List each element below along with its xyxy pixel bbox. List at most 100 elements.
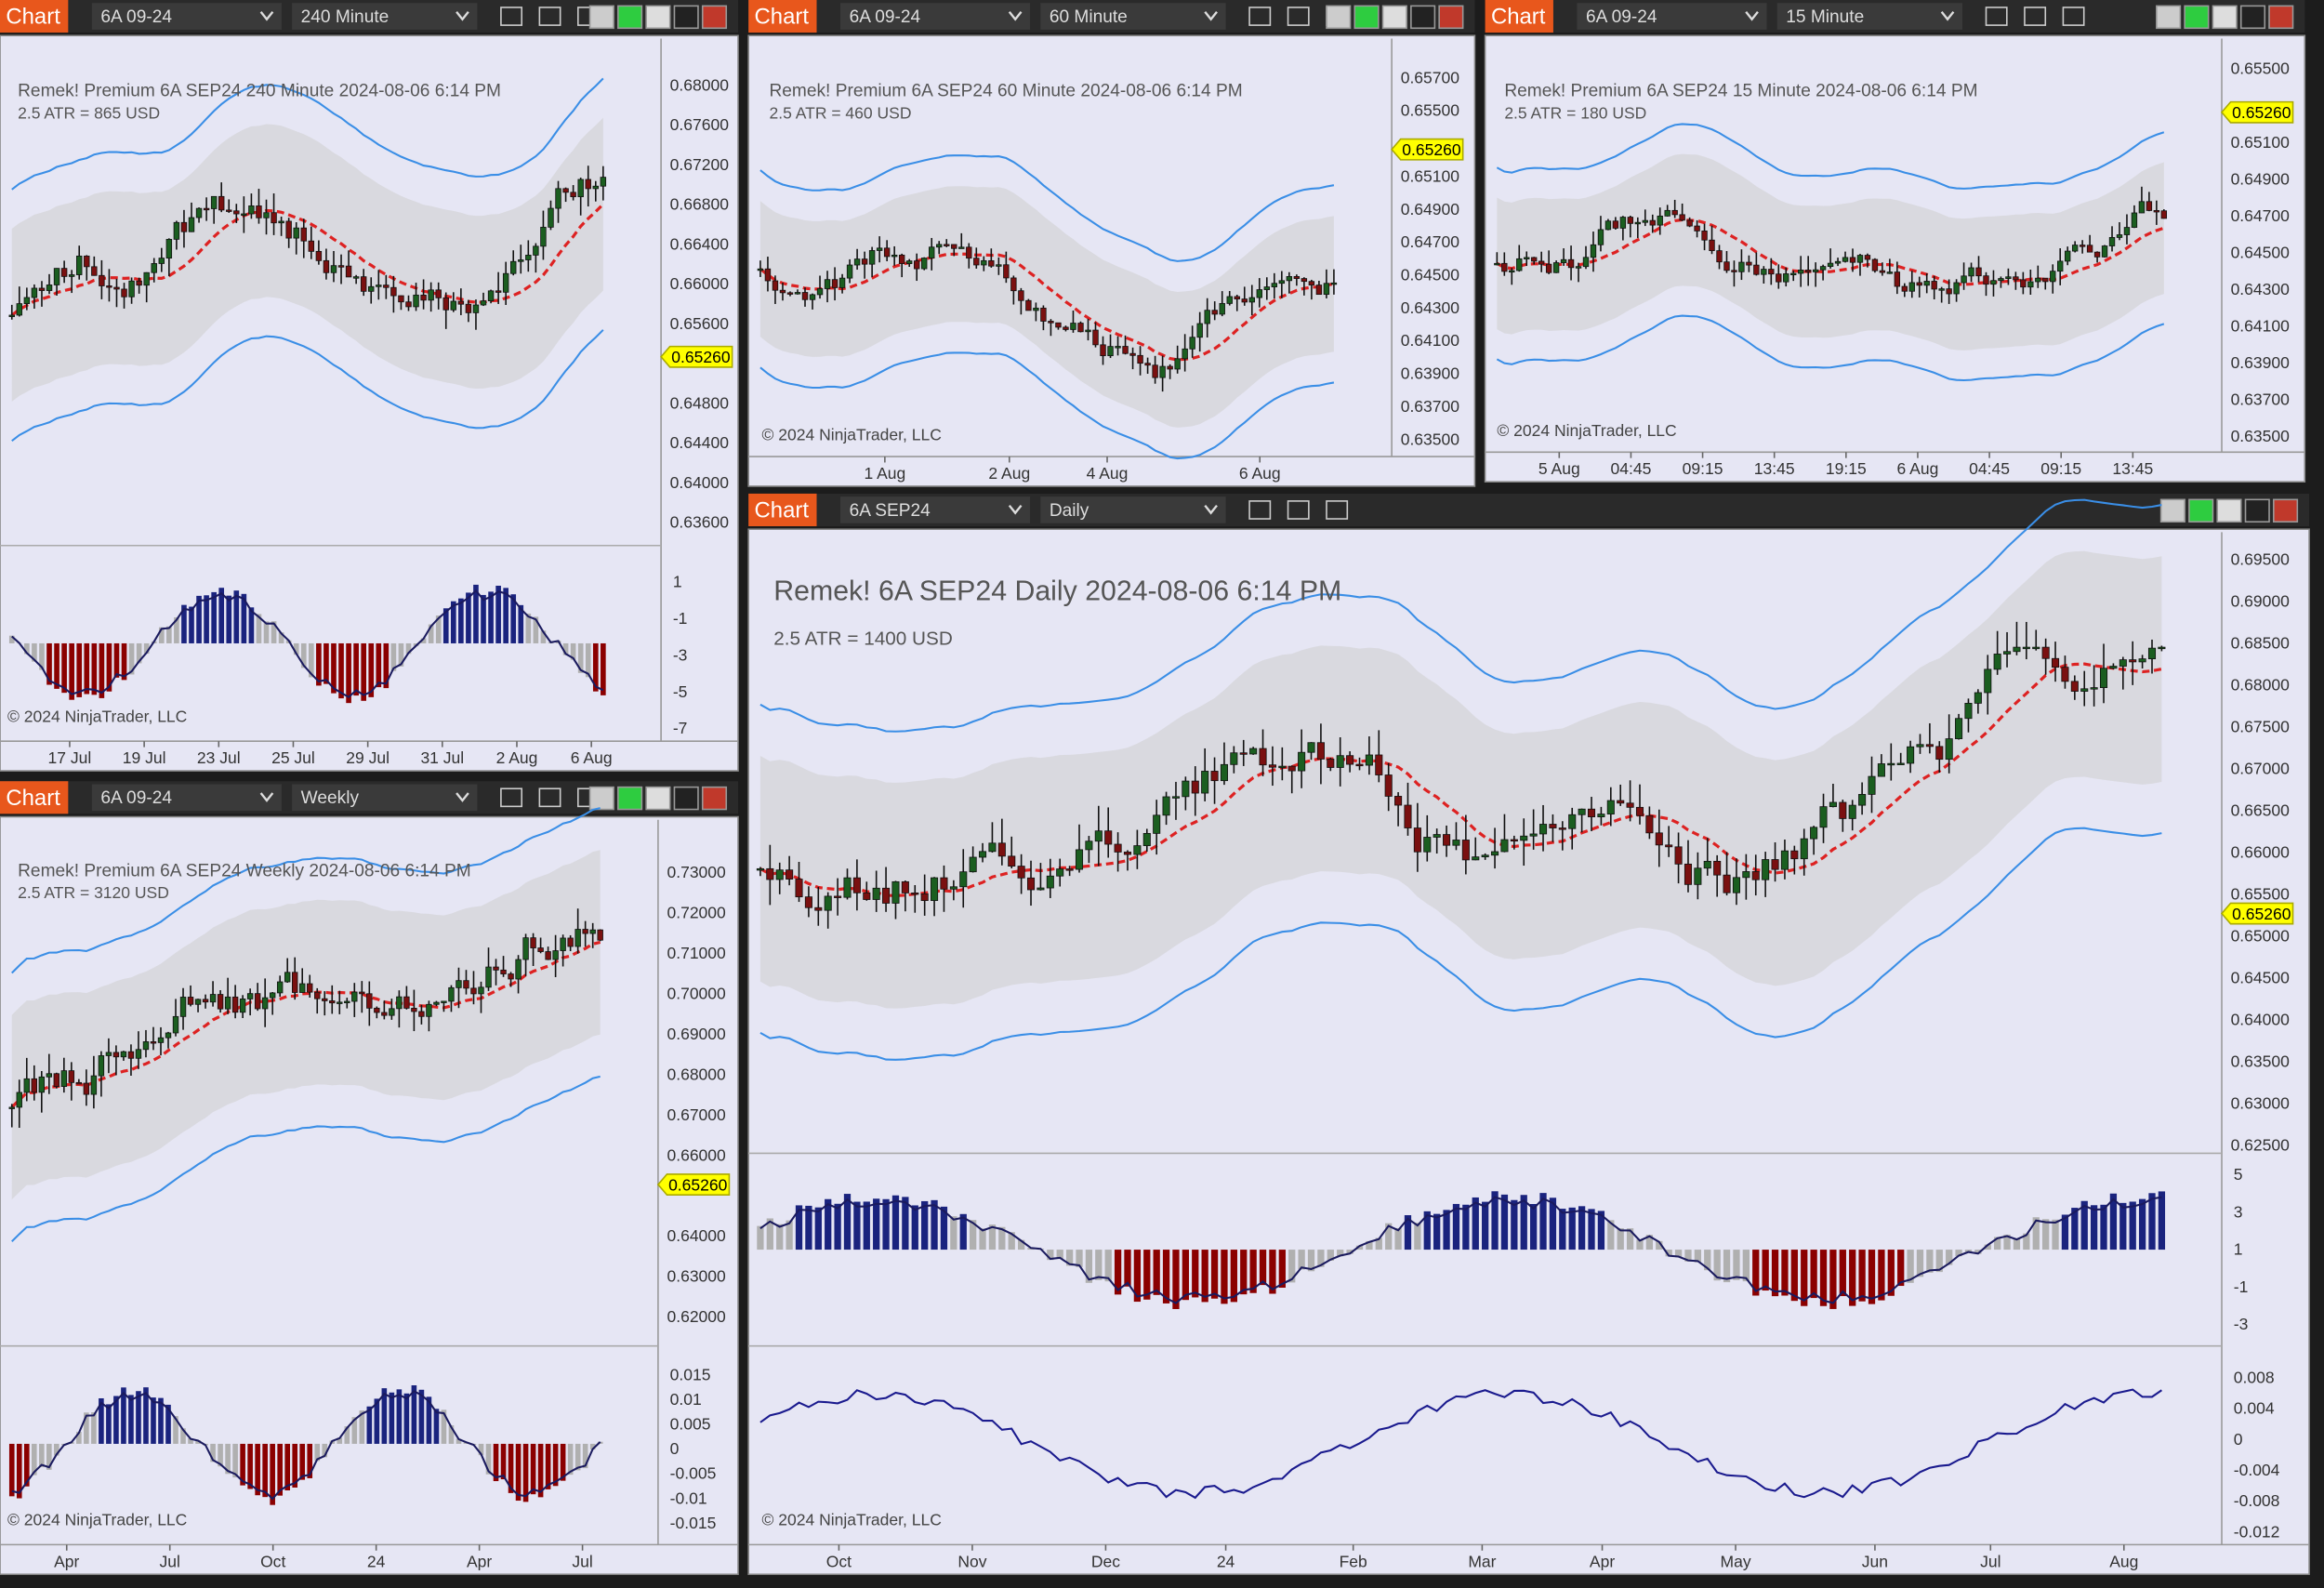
histogram-bar xyxy=(1511,1200,1517,1250)
instrument-label[interactable]: 6A SEP24 xyxy=(850,501,931,521)
instrument-label[interactable]: 6A 09-24 xyxy=(1586,7,1657,27)
histogram-bar xyxy=(1810,1250,1816,1298)
window-button[interactable] xyxy=(618,787,642,810)
candle-body xyxy=(1472,857,1479,860)
histogram-bar xyxy=(2139,1199,2146,1250)
window-button[interactable] xyxy=(646,787,670,810)
candle-body xyxy=(869,250,875,264)
window-button[interactable] xyxy=(646,6,670,28)
chart-tab-label[interactable]: Chart xyxy=(755,497,810,523)
candle-body xyxy=(593,186,599,189)
chart-tab-label[interactable]: Chart xyxy=(6,5,60,30)
window-button[interactable] xyxy=(1354,6,1379,28)
candle-body xyxy=(2042,647,2049,658)
candle-body xyxy=(128,1052,134,1058)
oscillator-label: -0.008 xyxy=(2234,1491,2280,1510)
candle-body xyxy=(99,1055,104,1076)
chart-tab-label[interactable]: Chart xyxy=(6,786,60,811)
window-button[interactable] xyxy=(2274,499,2298,522)
candle-body xyxy=(2094,252,2100,257)
instrument-label[interactable]: 6A 09-24 xyxy=(100,788,172,808)
histogram-bar xyxy=(264,621,270,643)
candle-body xyxy=(137,281,142,285)
timeframe-label[interactable]: 15 Minute xyxy=(1786,7,1864,27)
candle-body xyxy=(1182,781,1189,797)
candle-body xyxy=(825,896,831,910)
candle-body xyxy=(1687,220,1693,226)
window-button[interactable] xyxy=(2241,6,2265,28)
candle-body xyxy=(2052,658,2058,667)
histogram-bar xyxy=(204,595,209,643)
candle-body xyxy=(825,280,830,289)
timeframe-label[interactable]: Daily xyxy=(1050,501,1089,521)
candle-body xyxy=(32,288,37,298)
histogram-bar xyxy=(853,1202,860,1251)
candle-body xyxy=(1946,739,1952,760)
toolbar: Chart 6A 09-24 Weekly xyxy=(0,781,738,814)
chart-tab-label[interactable]: Chart xyxy=(755,5,810,30)
candle-body xyxy=(391,287,397,296)
instrument-label[interactable]: 6A 09-24 xyxy=(100,7,172,27)
oscillator-label: 0.008 xyxy=(2234,1369,2275,1387)
candle-body xyxy=(464,981,469,988)
candle-body xyxy=(1145,364,1151,365)
window-button[interactable] xyxy=(2217,499,2241,522)
candle-body xyxy=(1723,875,1730,893)
candle-body xyxy=(772,281,778,290)
candle-body xyxy=(1888,763,1895,765)
window-button[interactable] xyxy=(703,6,727,28)
window-button[interactable] xyxy=(1327,6,1351,28)
candle-body xyxy=(1849,805,1855,818)
candle-body xyxy=(786,870,792,880)
window-button[interactable] xyxy=(674,6,698,28)
window-button[interactable] xyxy=(2212,6,2237,28)
candle-body xyxy=(586,179,591,189)
window-button[interactable] xyxy=(2161,499,2185,522)
candle-body xyxy=(1495,263,1500,265)
histogram-bar xyxy=(601,643,606,695)
time-label: 09:15 xyxy=(1683,459,1723,478)
window-button[interactable] xyxy=(590,787,614,810)
window-button[interactable] xyxy=(2157,6,2181,28)
window-button[interactable] xyxy=(2185,6,2209,28)
histogram-bar xyxy=(262,1444,268,1497)
price-label: 0.62000 xyxy=(667,1307,726,1326)
histogram-bar xyxy=(1926,1250,1933,1273)
atr-label: 2.5 ATR = 460 USD xyxy=(769,104,911,123)
window-button[interactable] xyxy=(703,787,727,810)
window-button[interactable] xyxy=(2189,499,2213,522)
chart-tab-label[interactable]: Chart xyxy=(1491,5,1546,30)
candle-body xyxy=(2036,278,2041,282)
candle-body xyxy=(1124,852,1130,854)
candle-body xyxy=(1733,878,1739,893)
candle-body xyxy=(2110,667,2117,668)
window-button[interactable] xyxy=(674,787,698,810)
window-button[interactable] xyxy=(618,6,642,28)
candle-body xyxy=(1917,283,1922,285)
candle-body xyxy=(1999,279,2004,281)
window-button[interactable] xyxy=(590,6,614,28)
time-label: 23 Jul xyxy=(197,748,241,767)
histogram-bar xyxy=(1858,1250,1865,1302)
instrument-label[interactable]: 6A 09-24 xyxy=(850,7,921,27)
time-label: 19 Jul xyxy=(123,748,166,767)
window-button[interactable] xyxy=(2246,499,2270,522)
window-button[interactable] xyxy=(1383,6,1407,28)
window-button[interactable] xyxy=(2269,6,2293,28)
timeframe-label[interactable]: 240 Minute xyxy=(301,7,390,27)
timeframe-label[interactable]: Weekly xyxy=(301,788,360,808)
candle-body xyxy=(1153,365,1158,377)
candle-body xyxy=(225,997,231,1009)
time-label: 6 Aug xyxy=(571,748,613,767)
candle-body xyxy=(1680,215,1685,220)
timeframe-label[interactable]: 60 Minute xyxy=(1050,7,1128,27)
window-button[interactable] xyxy=(1439,6,1463,28)
price-label: 0.71000 xyxy=(667,944,726,962)
candle-body xyxy=(834,896,840,898)
histogram-bar xyxy=(1569,1208,1576,1250)
window-button[interactable] xyxy=(1411,6,1435,28)
candle-body xyxy=(1704,861,1710,867)
candle-body xyxy=(114,287,120,289)
copyright: © 2024 NinjaTrader, LLC xyxy=(7,707,187,725)
candle-body xyxy=(1264,287,1270,290)
